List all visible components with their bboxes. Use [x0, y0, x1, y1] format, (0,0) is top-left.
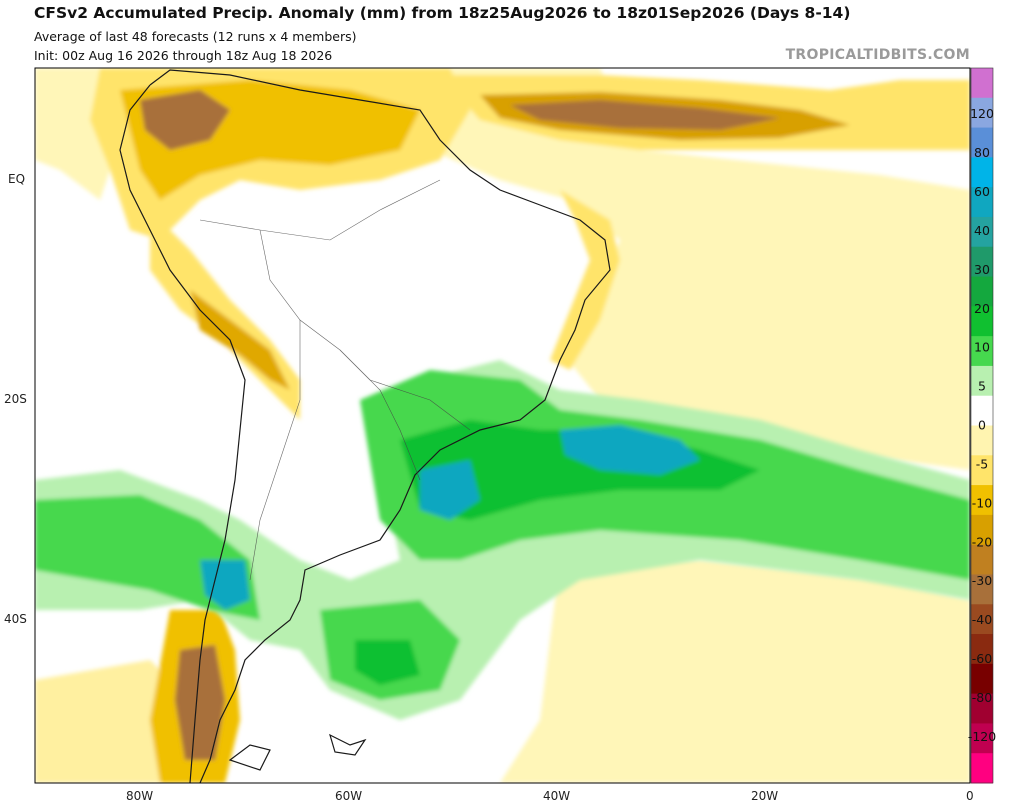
- colorbar-label: 0: [978, 418, 986, 433]
- colorbar-swatch: [971, 693, 993, 724]
- country-borders: [199, 179, 471, 581]
- map-subtitle: Average of last 48 forecasts (12 runs x …: [34, 29, 357, 44]
- colorbar-swatch: [971, 276, 993, 307]
- colorbar-swatch: [971, 485, 993, 516]
- colorbar-swatch: [971, 157, 993, 188]
- colorbar-swatch: [971, 663, 993, 695]
- landmass-outline: [119, 69, 611, 783]
- colorbar-label: 80: [974, 145, 990, 160]
- colorbar-label: 60: [974, 184, 990, 199]
- colorbar: 120 80 60 40 30 20 10 5 0 -5 -10 -20 -30 -40 -60 -80 -12…: [968, 67, 996, 784]
- colorbar-swatch: [971, 604, 993, 635]
- lat-label-20s: 20S: [4, 392, 27, 406]
- colorbar-label: -60: [972, 651, 992, 666]
- colorbar-label: -20: [972, 534, 992, 549]
- colorbar-swatch: [971, 246, 993, 278]
- lon-label-40w: 40W: [543, 789, 570, 803]
- colorbar-label: 20: [974, 301, 990, 316]
- colorbar-label: 40: [974, 223, 990, 238]
- colorbar-swatch: [971, 365, 993, 397]
- colorbar-label: -120: [968, 729, 996, 744]
- colorbar-swatch: [971, 544, 993, 575]
- lon-label-80w: 80W: [126, 789, 153, 803]
- colorbar-swatches: [970, 67, 994, 784]
- colorbar-swatch: [971, 574, 993, 605]
- colorbar-swatch: [971, 127, 993, 158]
- plot-frame: [34, 67, 971, 784]
- colorbar-label: 5: [978, 379, 986, 394]
- map-title: CFSv2 Accumulated Precip. Anomaly (mm) f…: [34, 4, 851, 22]
- colorbar-swatch: [971, 187, 993, 218]
- colorbar-labels: 120 80 60 40 30 20 10 5 0 -5 -10 -20 -30 -40 -60 -80 -12…: [968, 106, 996, 744]
- latitude-labels: EQ 20S 40S: [4, 172, 27, 626]
- colorbar-swatch: [971, 723, 993, 754]
- colorbar-swatch: [971, 425, 993, 456]
- colorbar-swatch: [971, 455, 993, 486]
- colorbar-swatch: [971, 336, 993, 367]
- lat-label-eq: EQ: [8, 172, 25, 186]
- colorbar-label: -40: [972, 612, 992, 627]
- anomaly-wet-bands: [35, 360, 970, 720]
- colorbar-label: -80: [972, 690, 992, 705]
- colorbar-label: -30: [972, 573, 992, 588]
- anomaly-dry-bands: [35, 68, 970, 783]
- colorbar-swatch: [971, 634, 993, 665]
- init-time: Init: 00z Aug 16 2026 through 18z Aug 18…: [34, 48, 333, 63]
- colorbar-label: 10: [974, 340, 990, 355]
- lon-label-0: 0: [966, 789, 974, 803]
- colorbar-swatch: [971, 395, 993, 426]
- colorbar-swatch: [971, 306, 993, 337]
- colorbar-frame: [970, 67, 994, 784]
- colorbar-swatch: [971, 753, 993, 784]
- brand-watermark: TROPICALTIDBITS.COM: [785, 47, 970, 63]
- lon-label-20w: 20W: [751, 789, 778, 803]
- lat-label-40s: 40S: [4, 612, 27, 626]
- colorbar-label: 120: [970, 106, 994, 121]
- colorbar-label: -5: [976, 456, 988, 471]
- colorbar-swatch: [971, 97, 993, 129]
- colorbar-label: 30: [974, 262, 990, 277]
- colorbar-label: -10: [972, 495, 992, 510]
- map-plot-area: [35, 68, 970, 783]
- longitude-labels: 80W 60W 40W 20W 0: [126, 789, 974, 803]
- colorbar-swatch: [971, 216, 993, 248]
- colorbar-swatch: [971, 514, 993, 546]
- lon-label-60w: 60W: [335, 789, 362, 803]
- colorbar-swatch: [971, 68, 993, 99]
